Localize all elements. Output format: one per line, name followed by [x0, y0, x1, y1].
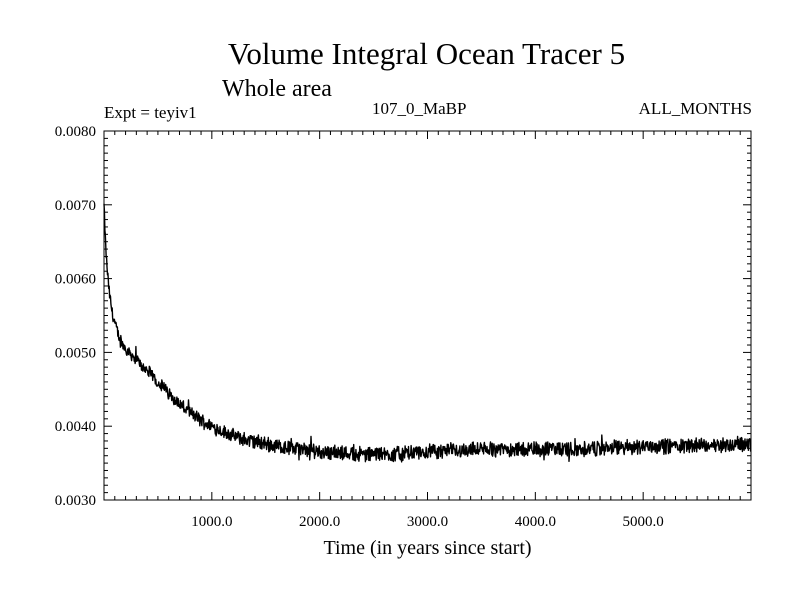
series-line [103, 203, 752, 463]
x-tick-label: 5000.0 [623, 514, 664, 530]
x-tick-label: 4000.0 [515, 514, 556, 530]
experiment-label: Expt = teyiv1 [104, 103, 197, 122]
y-tick-label: 0.0050 [55, 345, 96, 361]
chart-subtitle: Whole area [222, 76, 332, 102]
chart-title: Volume Integral Ocean Tracer 5 [227, 36, 626, 71]
y-tick-label: 0.0030 [55, 493, 96, 509]
x-tick-label: 2000.0 [299, 514, 340, 530]
y-tick-label: 0.0040 [55, 419, 96, 435]
y-tick-label: 0.0070 [55, 198, 96, 214]
axis-layer: 1000.0 2000.0 3000.0 4000.0 5000.0 0.0030 0.00… [55, 124, 751, 530]
months-label: ALL_MONTHS [638, 99, 752, 118]
x-tick-label: 3000.0 [407, 514, 448, 530]
y-tick-label: 0.0080 [55, 124, 96, 140]
series-layer [103, 203, 752, 463]
x-tick-label: 1000.0 [191, 514, 232, 530]
run-label: 107_0_MaBP [372, 99, 467, 118]
x-axis-label: Time (in years since start) [323, 537, 531, 559]
y-tick-label: 0.0060 [55, 272, 96, 288]
